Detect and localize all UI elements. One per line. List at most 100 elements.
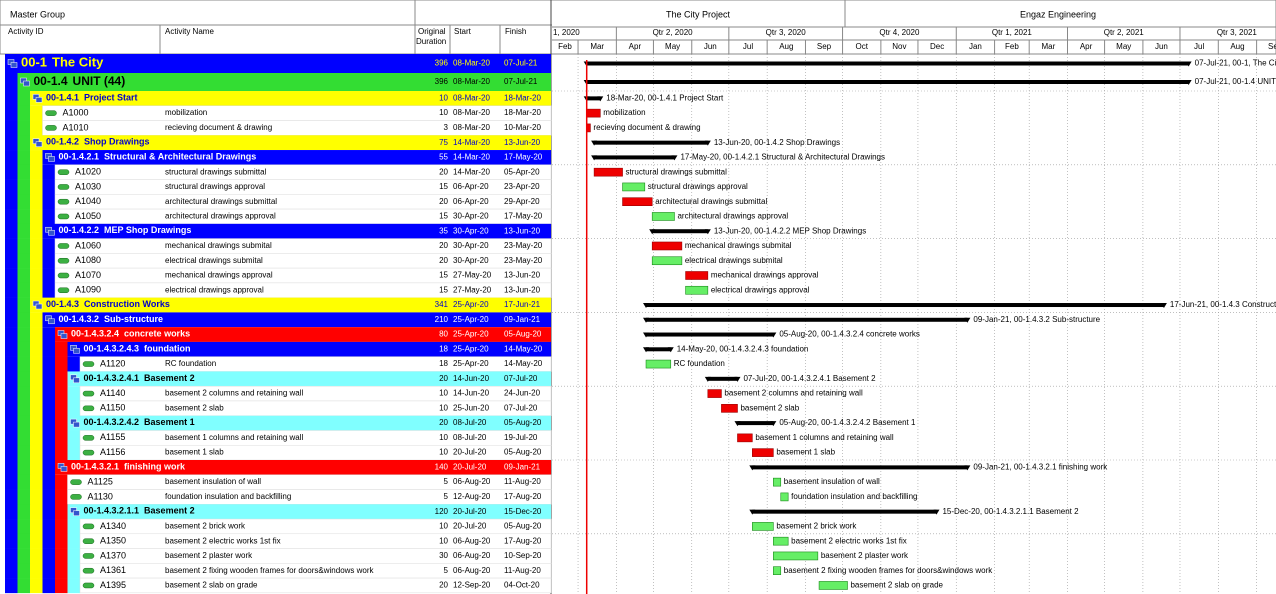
activity-id: A1120 — [100, 358, 125, 368]
group-icon — [73, 421, 80, 428]
indent-band — [5, 415, 18, 431]
activity-bar — [651, 241, 683, 251]
start-date: 27-May-20 — [453, 271, 492, 280]
bar-label: electrical drawings submital — [685, 256, 783, 265]
bar-label: 13-Jun-20, 00-1.4.2.2 MEP Shop Drawings — [714, 226, 866, 235]
finish-date: 17-Aug-20 — [504, 492, 542, 501]
indent-band — [30, 327, 43, 343]
indent-band — [17, 474, 31, 490]
activity-icon — [57, 169, 70, 175]
summary-bar — [586, 61, 1189, 66]
group-id: 00-1.4.2 — [46, 137, 79, 147]
start-date: 08-Mar-20 — [453, 108, 490, 117]
bar-label: structural drawings approval — [648, 182, 748, 191]
start-date: 25-Apr-20 — [453, 330, 489, 339]
group-title: 00-1 The City — [21, 55, 104, 70]
start-date: 08-Mar-20 — [453, 123, 490, 132]
finish-date: 17-May-20 — [504, 153, 543, 162]
duration: 3 — [444, 123, 449, 132]
group-title: 00-1.4.3.2.4.3 foundation — [84, 344, 191, 354]
bar-label: structural drawings submittal — [626, 167, 728, 176]
indent-band — [17, 548, 31, 564]
group-row — [42, 223, 551, 239]
activity-bar — [685, 271, 709, 280]
finish-date: 07-Jul-20 — [504, 374, 538, 383]
finish-date: 23-May-20 — [504, 241, 543, 250]
indent-band — [30, 223, 43, 239]
activity-id: A1350 — [100, 536, 126, 546]
finish-date: 05-Apr-20 — [504, 167, 540, 176]
summary-end — [964, 465, 971, 471]
quarter-label: Qtr 3, 2021 — [1217, 28, 1258, 37]
activity-name: recieving document & drawing — [165, 123, 272, 132]
summary-end — [643, 332, 650, 338]
month-label: Apr — [1080, 42, 1093, 51]
indent-band — [5, 504, 18, 520]
activity-name: basement 2 slab — [165, 403, 224, 412]
activity-bar — [780, 492, 789, 502]
activity-name: mechanical drawings submital — [165, 241, 272, 250]
duration: 20 — [439, 581, 448, 590]
indent-band — [17, 400, 31, 417]
bar-label: basement 1 columns and retaining wall — [755, 433, 894, 442]
indent-band — [42, 400, 56, 417]
indent-band — [17, 91, 31, 107]
indent-band — [42, 430, 56, 446]
summary-end — [770, 421, 777, 427]
bar-label: mechanical drawings approval — [711, 271, 819, 280]
finish-date: 17-May-20 — [504, 212, 543, 221]
summary-bar — [586, 80, 1189, 84]
activity-icon — [82, 567, 95, 574]
bar-label: 14-May-20, 00-1.4.3.2.4.3 foundation — [677, 344, 809, 353]
activity-bar — [773, 477, 782, 487]
indent-band — [17, 179, 31, 195]
finish-date: 07-Jul-21 — [504, 77, 538, 86]
indent-band — [42, 386, 56, 402]
activity-bar — [773, 536, 789, 546]
indent-band — [5, 91, 18, 107]
indent-band — [17, 430, 31, 446]
indent-band — [30, 533, 43, 549]
finish-date: 24-Jun-20 — [504, 389, 541, 398]
activity-name: basement 2 fixing wooden frames for door… — [165, 566, 375, 575]
activity-name: foundation insulation and backfilling — [165, 492, 291, 501]
group-name: The City — [52, 55, 104, 70]
indent-band — [42, 209, 56, 225]
group-id: 00-1.4.1 — [46, 93, 79, 103]
indent-band — [67, 578, 81, 594]
indent-band — [17, 519, 31, 535]
indent-band — [5, 489, 18, 505]
indent-band — [17, 445, 31, 461]
duration: 80 — [439, 330, 448, 339]
duration: 210 — [435, 315, 449, 324]
group-name: finishing work — [124, 462, 186, 472]
activity-name: architectural drawings approval — [165, 212, 276, 221]
duration: 20 — [439, 197, 448, 206]
start-date: 20-Jul-20 — [453, 507, 487, 516]
bar-label: basement 1 slab — [776, 448, 835, 457]
finish-date: 05-Aug-20 — [504, 448, 542, 457]
duration: 20 — [439, 256, 448, 265]
activity-icon — [82, 435, 95, 441]
summary-end — [667, 347, 674, 353]
indent-band — [42, 504, 56, 520]
start-date: 06-Aug-20 — [453, 551, 491, 560]
activity-id: A1060 — [75, 240, 101, 250]
duration: 5 — [444, 566, 449, 575]
activity-bar — [752, 522, 774, 531]
summary-end — [1185, 80, 1192, 85]
group-row — [17, 73, 551, 91]
group-title: 00-1.4.3.2.1.1 Basement 2 — [84, 506, 195, 516]
activity-bar — [737, 433, 753, 443]
activity-bar — [651, 256, 683, 266]
indent-band — [30, 238, 43, 254]
indent-band — [30, 120, 43, 136]
finish-date: 09-Jan-21 — [504, 315, 541, 324]
summary-end — [649, 229, 656, 235]
start-date: 08-Jul-20 — [453, 433, 487, 442]
activity-name: architectural drawings submittal — [165, 197, 277, 206]
activity-icon — [82, 405, 95, 412]
indent-band — [5, 460, 18, 476]
group-name: foundation — [144, 344, 191, 354]
activity-id: A1156 — [100, 447, 125, 457]
